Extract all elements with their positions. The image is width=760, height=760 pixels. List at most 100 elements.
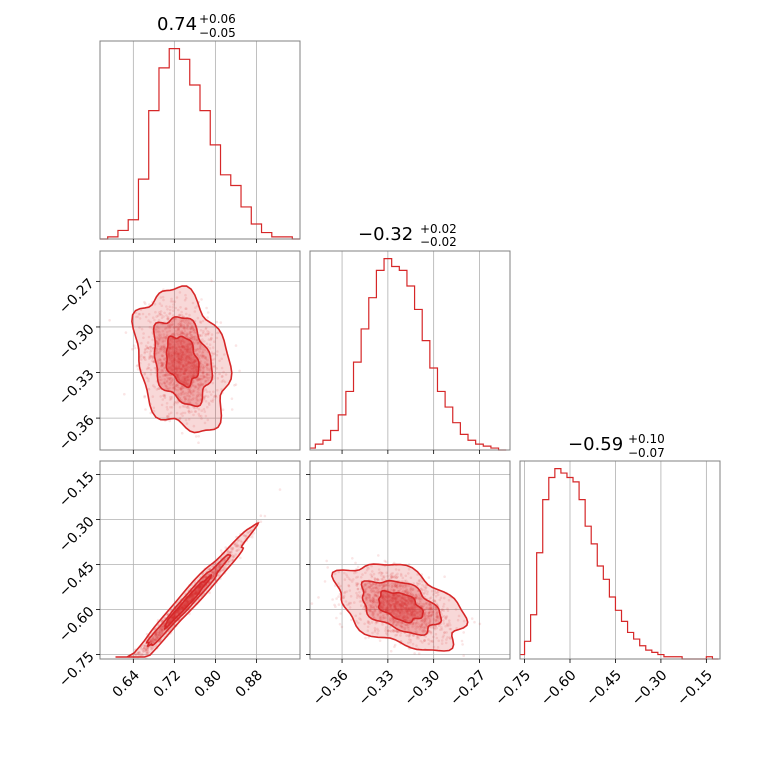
scatter-param0-param1-point	[174, 317, 178, 321]
scatter-param0-param1-point	[160, 378, 163, 382]
scatter-param0-param1-point	[151, 395, 155, 398]
scatter-param0-param1-point	[187, 355, 190, 358]
scatter-param0-param1-point	[141, 312, 145, 316]
scatter-param0-param1-point	[189, 327, 193, 331]
scatter-param0-param1-point	[163, 393, 167, 397]
scatter-param0-param1-point	[160, 403, 164, 407]
scatter-param1-param2-point	[335, 597, 338, 600]
scatter-param0-param1-point	[181, 365, 185, 369]
scatter-param0-param1-point	[160, 347, 163, 351]
scatter-param0-param1-point	[180, 358, 183, 361]
scatter-param0-param2-ytick-label: −0.75	[56, 649, 98, 691]
scatter-param0-param1-point	[183, 372, 186, 376]
scatter-param1-param2-xtick-label: −0.27	[447, 667, 489, 709]
scatter-param0-param1-point	[180, 385, 184, 389]
scatter-param0-param1-point	[166, 415, 169, 418]
scatter-param0-param1-point	[200, 334, 203, 337]
scatter-param0-param1-point	[175, 360, 179, 364]
scatter-param0-param1-point	[149, 354, 153, 358]
scatter-param0-param1-point	[175, 367, 179, 371]
scatter-param0-param1-point	[192, 413, 195, 417]
scatter-param0-param1-point	[202, 375, 206, 378]
scatter-param0-param1-point	[161, 345, 164, 349]
scatter-param0-param1-point	[167, 352, 171, 355]
scatter-param0-param1-point	[160, 354, 164, 357]
scatter-param0-param1-point	[174, 346, 178, 350]
scatter-param0-param1-point	[202, 329, 205, 333]
scatter-param0-param1-point	[198, 377, 202, 381]
scatter-param0-param1-point	[175, 351, 178, 354]
scatter-param0-param1-point	[195, 338, 199, 341]
scatter-param0-param1-point	[185, 382, 188, 386]
hist-title-param2-plus: +0.10	[628, 432, 665, 446]
scatter-param0-param1-point	[174, 384, 178, 387]
scatter-param0-param1-point	[143, 372, 147, 375]
scatter-param0-param1-point	[159, 333, 162, 337]
hist-param2-xtick-label: −0.60	[538, 667, 580, 709]
scatter-param0-param1-point	[185, 345, 189, 349]
scatter-param0-param1-point	[168, 342, 171, 346]
scatter-param0-param1-point	[230, 397, 234, 401]
scatter-param0-param1-point	[178, 345, 182, 349]
scatter-param0-param1-point	[204, 327, 208, 331]
scatter-param0-param1-point	[210, 336, 213, 340]
scatter-param0-param1-point	[124, 331, 128, 334]
scatter-param0-param1-point	[136, 315, 140, 319]
scatter-param0-param1-point	[147, 335, 151, 339]
scatter-param1-param2-point	[443, 575, 446, 578]
scatter-param0-param1-point	[222, 370, 225, 374]
scatter-param0-param1-point	[178, 313, 181, 317]
scatter-param0-param1-point	[203, 356, 206, 359]
scatter-param0-param1-point	[153, 385, 156, 389]
scatter-param0-param1-point	[160, 365, 163, 368]
scatter-param0-param1-point	[178, 361, 181, 365]
scatter-param0-param1-point	[176, 401, 179, 405]
scatter-param0-param1-point	[180, 431, 184, 435]
scatter-param0-param1-point	[204, 388, 208, 391]
scatter-param0-param1-point	[182, 356, 186, 359]
scatter-param0-param1-point	[183, 326, 187, 330]
scatter-param0-param1-point	[185, 383, 189, 387]
scatter-param0-param1-point	[169, 343, 172, 347]
scatter-param0-param2-point	[278, 488, 282, 491]
scatter-panel-param0-param2-frame	[99, 460, 301, 660]
scatter-param0-param1-point	[182, 325, 186, 329]
scatter-param0-param1-point	[174, 371, 177, 374]
scatter-param0-param1-point	[185, 350, 189, 354]
scatter-param0-param1-point	[200, 377, 203, 381]
scatter-param0-param1-point	[211, 381, 215, 385]
scatter-param0-param1-point	[198, 378, 201, 381]
scatter-param0-param1-point	[185, 363, 189, 366]
scatter-param0-param1-point	[164, 327, 167, 331]
scatter-param0-param1-point	[160, 346, 163, 350]
scatter-param0-param1-point	[203, 375, 206, 379]
scatter-param0-param1-point	[223, 353, 226, 356]
scatter-param0-param1-point	[173, 387, 177, 391]
scatter-param0-param1-point	[154, 371, 158, 375]
scatter-param0-param1-point	[208, 368, 212, 371]
scatter-param1-param2-point	[384, 560, 388, 564]
scatter-param0-param1-point	[147, 377, 150, 381]
scatter-param0-param1-point	[180, 387, 183, 391]
hist-param2-step-line	[520, 468, 719, 660]
scatter-param0-param1-point	[158, 311, 161, 314]
scatter-param0-param1-point	[163, 396, 167, 400]
scatter-param0-param1-point	[167, 356, 171, 360]
scatter-param0-param1-point	[171, 360, 174, 363]
scatter-param0-param1-point	[177, 366, 180, 369]
scatter-param0-param1-point	[209, 338, 213, 342]
scatter-param0-param1-point	[201, 319, 205, 323]
scatter-param0-param1-point	[189, 327, 193, 331]
scatter-param0-param1-point	[151, 338, 154, 342]
scatter-param0-param1-point	[219, 321, 223, 324]
scatter-param0-param1-point	[171, 332, 174, 336]
scatter-param0-param1-point	[160, 336, 163, 340]
hist-title-param2-value: −0.59	[568, 434, 623, 455]
scatter-param0-param1-point	[181, 353, 185, 357]
hist-param1-step-line	[310, 258, 507, 451]
scatter-param0-param1-point	[206, 395, 210, 398]
scatter-param0-param1-point	[208, 390, 211, 394]
scatter-param0-param1-point	[210, 351, 214, 355]
scatter-param0-param1-point	[163, 381, 166, 385]
